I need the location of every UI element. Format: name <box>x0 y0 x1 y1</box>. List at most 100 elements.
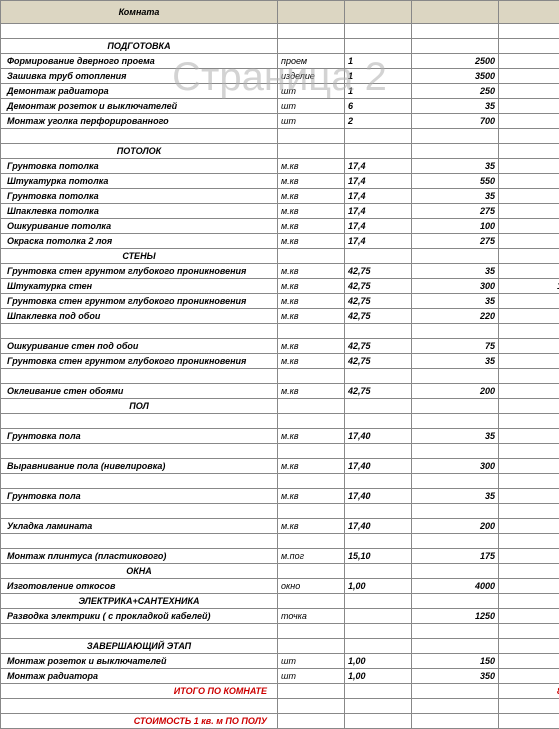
row-name: Грунтовка пола <box>1 429 278 444</box>
row-qty: 17,4 <box>345 234 412 249</box>
row-name: Штукатурка потолка <box>1 174 278 189</box>
row-price: 300 <box>412 279 499 294</box>
row-qty: 42,75 <box>345 384 412 399</box>
row-price: 4000 <box>412 579 499 594</box>
row-qty: 42,75 <box>345 264 412 279</box>
row-qty: 17,4 <box>345 189 412 204</box>
row-sum: 350 <box>499 669 559 684</box>
row-qty: 42,75 <box>345 309 412 324</box>
row-sum: 210 <box>499 99 559 114</box>
row-name: Зашивка труб отопления <box>1 69 278 84</box>
row-qty: 17,40 <box>345 429 412 444</box>
row-sum: 0 <box>499 609 559 624</box>
row-unit: точка <box>278 609 345 624</box>
row-price: 35 <box>412 489 499 504</box>
row-unit: шт <box>278 84 345 99</box>
table-row: Оклеивание стен обоямим.кв42,752008550 <box>1 384 559 399</box>
blank-row <box>1 324 559 339</box>
row-sum: 9405 <box>499 309 559 324</box>
row-price: 35 <box>412 429 499 444</box>
row-name: Выравнивание пола (нивелировка) <box>1 459 278 474</box>
table-row: Грунтовка потолкам.кв17,435609 <box>1 159 559 174</box>
row-sum: 12825 <box>499 279 559 294</box>
row-qty: 1 <box>345 84 412 99</box>
section-header: ПОТОЛОК <box>1 144 559 159</box>
blank-row <box>1 534 559 549</box>
table-row: Монтаж плинтуса (пластикового)м.пог15,10… <box>1 549 559 564</box>
section-header: ЭЛЕКТРИКА+САНТЕХНИКА <box>1 594 559 609</box>
row-name: Оклеивание стен обоями <box>1 384 278 399</box>
row-unit: м.кв <box>278 309 345 324</box>
row-price: 200 <box>412 519 499 534</box>
total-value: 4913 <box>499 714 559 729</box>
table-row: Ошкуривание стен под обоим.кв42,75753206 <box>1 339 559 354</box>
row-sum: 5220 <box>499 459 559 474</box>
section-header: ОКНА <box>1 564 559 579</box>
row-name: Монтаж уголка перфорированного <box>1 114 278 129</box>
table-row: Грунтовка стен грунтом глубокого проникн… <box>1 294 559 309</box>
row-sum: 1400 <box>499 114 559 129</box>
row-unit: м.кв <box>278 429 345 444</box>
row-price: 200 <box>412 384 499 399</box>
row-price: 35 <box>412 189 499 204</box>
row-price: 3500 <box>412 69 499 84</box>
row-sum: 609 <box>499 489 559 504</box>
row-unit: м.пог <box>278 549 345 564</box>
row-unit: шт <box>278 669 345 684</box>
total-label: ИТОГО ПО КОМНАТЕ <box>1 684 278 699</box>
header-title: Комната <box>1 1 278 24</box>
table-row: Грунтовка стен грунтом глубокого проникн… <box>1 264 559 279</box>
row-unit: м.кв <box>278 294 345 309</box>
blank-row <box>1 24 559 39</box>
row-price: 35 <box>412 294 499 309</box>
table-row: Штукатурка стенм.кв42,7530012825 <box>1 279 559 294</box>
row-price: 350 <box>412 669 499 684</box>
row-qty: 17,4 <box>345 219 412 234</box>
row-sum: 4785 <box>499 204 559 219</box>
row-unit: м.кв <box>278 519 345 534</box>
row-sum: 3500 <box>499 69 559 84</box>
total-label: СТОИМОСТЬ 1 кв. м ПО ПОЛУ <box>1 714 278 729</box>
row-unit: м.кв <box>278 174 345 189</box>
row-name: Грунтовка стен грунтом глубокого проникн… <box>1 354 278 369</box>
row-price: 250 <box>412 84 499 99</box>
blank-row <box>1 414 559 429</box>
row-price: 35 <box>412 99 499 114</box>
row-qty: 17,4 <box>345 204 412 219</box>
table-row: Ошкуривание потолкам.кв17,41001740 <box>1 219 559 234</box>
row-name: Штукатурка стен <box>1 279 278 294</box>
section-header: ПОДГОТОВКА <box>1 39 559 54</box>
table-row: Монтаж розеток и выключателейшт1,0015015… <box>1 654 559 669</box>
row-price: 35 <box>412 354 499 369</box>
row-price: 1250 <box>412 609 499 624</box>
row-sum: 9570 <box>499 174 559 189</box>
blank-row <box>1 699 559 714</box>
row-name: Укладка ламината <box>1 519 278 534</box>
row-sum: 250 <box>499 84 559 99</box>
row-price: 700 <box>412 114 499 129</box>
table-row: Демонтаж розеток и выключателейшт635210 <box>1 99 559 114</box>
total-row: ИТОГО ПО КОМНАТЕ85494 <box>1 684 559 699</box>
table-row: Изготовление откосовокно1,0040004000 <box>1 579 559 594</box>
row-price: 275 <box>412 204 499 219</box>
blank-row <box>1 129 559 144</box>
row-unit: м.кв <box>278 489 345 504</box>
row-sum: 1496 <box>499 294 559 309</box>
estimate-table: КомнатаПОДГОТОВКАФормирование дверного п… <box>0 0 559 729</box>
row-sum: 150 <box>499 654 559 669</box>
blank-row <box>1 474 559 489</box>
row-unit: м.кв <box>278 189 345 204</box>
row-price: 75 <box>412 339 499 354</box>
table-row: Выравнивание пола (нивелировка)м.кв17,40… <box>1 459 559 474</box>
row-qty: 1 <box>345 69 412 84</box>
row-name: Грунтовка стен грунтом глубокого проникн… <box>1 294 278 309</box>
row-name: Разводка электрики ( с прокладкой кабеле… <box>1 609 278 624</box>
table-row: Штукатурка потолкам.кв17,45509570 <box>1 174 559 189</box>
table-row: Шпаклевка потолкам.кв17,42754785 <box>1 204 559 219</box>
table-row: Грунтовка потолкам.кв17,435609 <box>1 189 559 204</box>
row-name: Изготовление откосов <box>1 579 278 594</box>
row-qty: 17,40 <box>345 459 412 474</box>
row-sum: 1496 <box>499 354 559 369</box>
row-name: Ошкуривание стен под обои <box>1 339 278 354</box>
row-unit: м.кв <box>278 459 345 474</box>
